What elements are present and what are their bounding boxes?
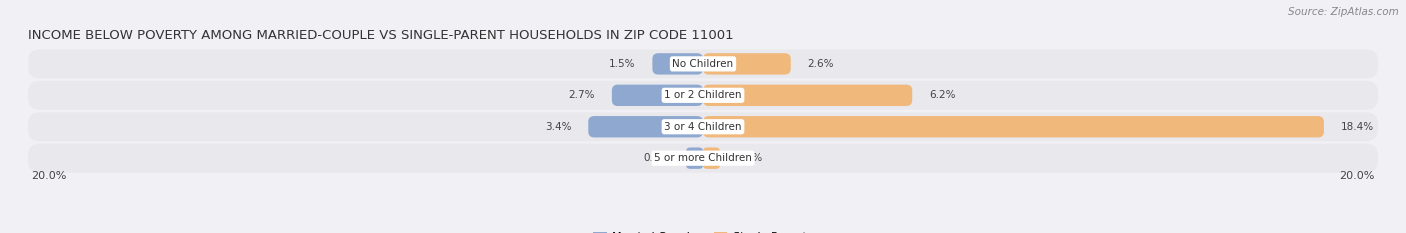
Text: 0.0%: 0.0%: [737, 153, 763, 163]
Text: 3 or 4 Children: 3 or 4 Children: [664, 122, 742, 132]
Text: 20.0%: 20.0%: [1339, 171, 1375, 181]
Text: 5 or more Children: 5 or more Children: [654, 153, 752, 163]
Text: INCOME BELOW POVERTY AMONG MARRIED-COUPLE VS SINGLE-PARENT HOUSEHOLDS IN ZIP COD: INCOME BELOW POVERTY AMONG MARRIED-COUPL…: [28, 29, 734, 42]
FancyBboxPatch shape: [28, 49, 1378, 78]
Text: 3.4%: 3.4%: [546, 122, 571, 132]
Text: 1 or 2 Children: 1 or 2 Children: [664, 90, 742, 100]
FancyBboxPatch shape: [612, 85, 703, 106]
FancyBboxPatch shape: [703, 53, 790, 75]
FancyBboxPatch shape: [703, 116, 1324, 137]
Text: 20.0%: 20.0%: [31, 171, 67, 181]
Text: 2.6%: 2.6%: [807, 59, 834, 69]
FancyBboxPatch shape: [686, 147, 703, 169]
Text: 2.7%: 2.7%: [568, 90, 595, 100]
FancyBboxPatch shape: [703, 85, 912, 106]
FancyBboxPatch shape: [28, 144, 1378, 173]
Text: No Children: No Children: [672, 59, 734, 69]
FancyBboxPatch shape: [28, 112, 1378, 141]
FancyBboxPatch shape: [652, 53, 703, 75]
FancyBboxPatch shape: [28, 81, 1378, 110]
Text: 18.4%: 18.4%: [1341, 122, 1374, 132]
Legend: Married Couples, Single Parents: Married Couples, Single Parents: [589, 227, 817, 233]
Text: 6.2%: 6.2%: [929, 90, 956, 100]
FancyBboxPatch shape: [703, 147, 720, 169]
Text: Source: ZipAtlas.com: Source: ZipAtlas.com: [1288, 7, 1399, 17]
FancyBboxPatch shape: [588, 116, 703, 137]
Text: 0.0%: 0.0%: [643, 153, 669, 163]
Text: 1.5%: 1.5%: [609, 59, 636, 69]
